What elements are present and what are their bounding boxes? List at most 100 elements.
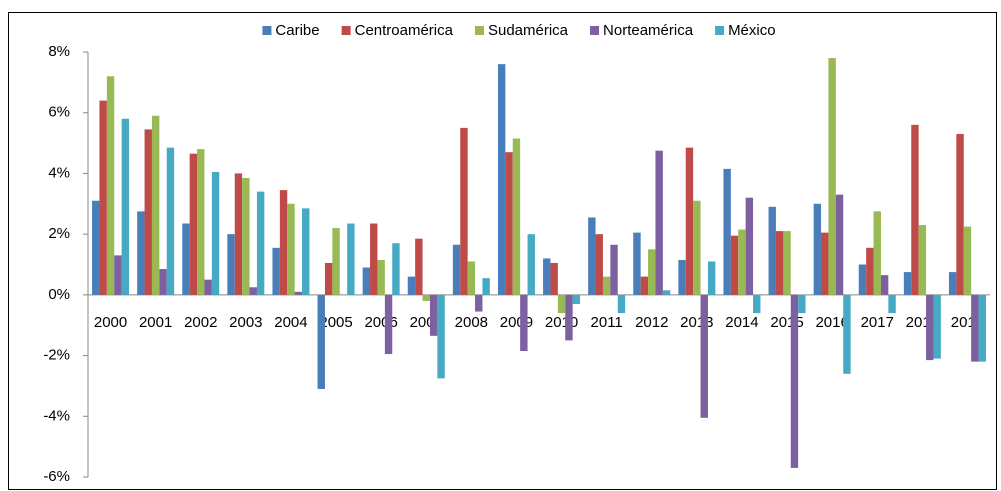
bar (978, 294, 986, 362)
x-tick-label: 2002 (184, 314, 217, 331)
bar (918, 225, 927, 295)
bar (610, 244, 618, 295)
bar (768, 206, 776, 295)
bar (189, 153, 198, 295)
bar (602, 276, 611, 295)
bar (557, 294, 566, 314)
x-tick-label: 2009 (500, 314, 533, 331)
bar (302, 208, 310, 295)
bar (550, 262, 558, 295)
bar (512, 138, 521, 295)
legend-swatch (715, 26, 725, 35)
bar (234, 173, 243, 295)
bar (565, 294, 573, 341)
x-tick-label: 2004 (274, 314, 307, 331)
bar (798, 294, 806, 314)
legend-label: Caribe (275, 22, 319, 39)
bar (384, 294, 393, 355)
bar (407, 276, 416, 295)
bar (347, 223, 355, 295)
bar (595, 234, 603, 295)
legend-swatch (590, 26, 600, 35)
bar (137, 211, 145, 295)
bar (166, 147, 175, 295)
bar (738, 229, 746, 295)
bar (707, 261, 716, 295)
bar (662, 290, 671, 295)
x-tick-label: 2006 (364, 314, 397, 331)
bar (880, 275, 889, 295)
bar (475, 294, 483, 312)
y-tick-label: 8% (48, 43, 70, 60)
bar (429, 294, 438, 336)
y-tick-label: -2% (43, 347, 70, 364)
bar (211, 171, 220, 295)
bar (617, 294, 626, 314)
x-tick-label: 2013 (680, 314, 713, 331)
x-tick-label: 2003 (229, 314, 262, 331)
bar (971, 294, 979, 362)
y-tick-label: 2% (48, 225, 70, 242)
bar (92, 200, 100, 295)
bar (204, 279, 212, 295)
bar (873, 211, 881, 295)
bar (227, 234, 235, 295)
bar (520, 294, 528, 352)
bar (460, 127, 468, 295)
bar (159, 269, 167, 295)
bar (151, 115, 160, 295)
bar (633, 232, 641, 295)
bar (745, 197, 754, 295)
x-tick-label: 2000 (94, 314, 127, 331)
bar (422, 294, 430, 301)
bar (99, 100, 107, 295)
bar (843, 294, 851, 374)
bar (790, 294, 799, 468)
bar (685, 147, 694, 295)
bar (588, 217, 596, 295)
bar (835, 194, 844, 295)
bar (332, 228, 340, 295)
x-tick-label: 2012 (635, 314, 668, 331)
y-tick-label: 6% (48, 104, 70, 121)
y-tick-label: -4% (43, 407, 70, 424)
x-tick-label: 2005 (319, 314, 352, 331)
bar (324, 262, 333, 295)
bar (956, 133, 964, 295)
x-tick-label: 2010 (545, 314, 578, 331)
y-tick-label: 4% (48, 164, 70, 181)
bar (693, 200, 701, 295)
y-tick-label: -6% (43, 468, 70, 485)
bar (294, 291, 303, 295)
bar (700, 294, 708, 418)
bar (287, 203, 295, 295)
legend-swatch (341, 26, 351, 35)
bar (482, 278, 490, 295)
bar (121, 118, 130, 295)
bar (106, 76, 115, 295)
bar (648, 249, 656, 295)
bar (256, 191, 265, 295)
bar (903, 272, 912, 295)
bar (272, 247, 280, 295)
bar (933, 294, 941, 359)
bar (678, 259, 686, 295)
x-tick-label: 2017 (861, 314, 894, 331)
bar (948, 272, 957, 295)
bar (392, 243, 400, 295)
bar (242, 177, 250, 295)
bar (144, 129, 152, 295)
bar (963, 226, 972, 295)
bar (866, 247, 874, 295)
bar (452, 244, 461, 295)
legend-swatch (262, 26, 272, 35)
bar (775, 231, 784, 295)
bar (415, 238, 423, 295)
bar (730, 235, 739, 295)
legend-label: Norteamérica (603, 22, 694, 39)
bar (640, 276, 649, 295)
legend-swatch (474, 26, 484, 35)
legend-label: Sudamérica (488, 22, 569, 39)
bar (858, 264, 867, 295)
